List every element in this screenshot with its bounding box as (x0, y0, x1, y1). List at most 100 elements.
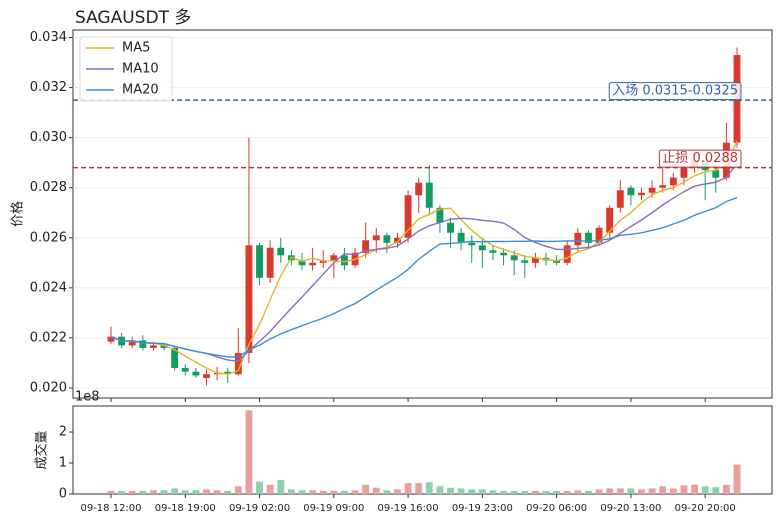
volume-bar (606, 488, 614, 494)
candle-body (149, 345, 157, 348)
volume-bar (266, 484, 274, 494)
volume-bar (468, 489, 476, 494)
candle-body (234, 352, 242, 375)
y-tick-label: 0.022 (30, 330, 67, 345)
y-tick-label: 0.034 (30, 30, 67, 45)
candle-body (595, 227, 603, 243)
volume-bar (139, 490, 147, 494)
volume-bar (500, 490, 508, 494)
legend-label: MA5 (122, 41, 150, 56)
volume-bar (457, 488, 465, 494)
candle-body (659, 185, 667, 188)
volume-bar (128, 490, 136, 494)
volume-bar (181, 490, 189, 494)
candle-body (457, 232, 465, 243)
volume-bar (733, 464, 741, 494)
volume-bar (712, 487, 720, 494)
candle-body (500, 252, 508, 256)
candle-body (340, 255, 348, 266)
x-tick-label: 09-18 12:00 (80, 503, 141, 514)
candle-body (362, 240, 370, 253)
candle-body (510, 255, 518, 261)
volume-bar (447, 487, 454, 494)
volume-bar (648, 488, 656, 494)
volume-bar (192, 490, 200, 494)
volume-tick-label: 0 (59, 487, 67, 502)
volume-bar (425, 482, 433, 494)
candle-body (680, 167, 688, 178)
volume-bar (362, 484, 370, 494)
candle-body (616, 190, 624, 208)
candle-body (383, 235, 391, 243)
legend-box (79, 36, 173, 102)
candle-body (245, 245, 253, 353)
y-tick-label: 0.026 (30, 230, 67, 245)
volume-bar (616, 488, 624, 494)
ma-line (110, 162, 738, 362)
volume-bar (701, 486, 709, 494)
volume-tick-label: 1 (59, 456, 67, 471)
volume-bar (351, 490, 359, 494)
volume-bar (203, 489, 210, 494)
x-tick-label: 09-20 20:00 (675, 503, 736, 514)
candle-body (606, 207, 614, 233)
ma-line (110, 197, 738, 358)
volume-bar (691, 484, 699, 494)
volume-bar (287, 489, 295, 494)
x-tick-label: 09-20 06:00 (526, 503, 587, 514)
chart-title: SAGAUSDT 多 (75, 8, 191, 28)
volume-bar (234, 486, 242, 494)
candle-body (436, 207, 444, 223)
volume-bar (489, 490, 497, 494)
volume-bar (383, 490, 391, 494)
volume-bar (372, 487, 380, 494)
volume-tick-label: 2 (59, 425, 67, 440)
x-tick-label: 09-19 02:00 (229, 503, 290, 514)
volume-bar (340, 490, 348, 494)
x-tick-label: 09-19 09:00 (303, 503, 364, 514)
candle-body (330, 255, 338, 261)
volume-axis-label: 成交量 (34, 430, 50, 469)
candle-body (266, 247, 274, 278)
x-tick-label: 09-19 23:00 (452, 503, 513, 514)
volume-bar (574, 490, 582, 494)
candle-body (415, 182, 423, 196)
volume-bar (553, 490, 561, 494)
volume-bar (478, 489, 486, 494)
volume-bar (224, 490, 232, 494)
candle-body (107, 336, 115, 342)
volume-bar (298, 490, 306, 494)
candle-body (394, 237, 401, 243)
volume-bar (542, 490, 550, 494)
volume-bar (415, 483, 423, 494)
volume-bar (722, 484, 730, 494)
candle-body (256, 245, 263, 278)
legend-label: MA10 (122, 62, 159, 77)
volume-bar (563, 490, 571, 494)
candle-body (447, 222, 454, 233)
y-tick-label: 0.030 (30, 130, 67, 145)
volume-bar (149, 490, 157, 494)
volume-offset: 1e8 (75, 390, 100, 405)
reference-label-box (608, 82, 742, 101)
candle-body (309, 262, 317, 266)
legend-label: MA20 (122, 83, 159, 98)
candle-body (638, 192, 645, 196)
volume-bar (669, 488, 677, 494)
volume-bar (171, 488, 179, 494)
candle-body (203, 374, 210, 378)
volume-bar (404, 483, 412, 494)
candle-body (553, 260, 561, 263)
y-tick-label: 0.020 (30, 380, 67, 395)
candle-body (404, 195, 412, 238)
y-tick-label: 0.032 (30, 80, 67, 95)
volume-bar (319, 490, 327, 494)
reference-label: 入场 0.0315-0.0325 (612, 84, 738, 99)
candle-body (425, 182, 433, 208)
volume-bar (245, 410, 253, 494)
volume-bar (213, 490, 221, 494)
candle-body (468, 242, 476, 246)
y-axis-label: 价格 (10, 201, 26, 227)
volume-bar (595, 489, 603, 494)
